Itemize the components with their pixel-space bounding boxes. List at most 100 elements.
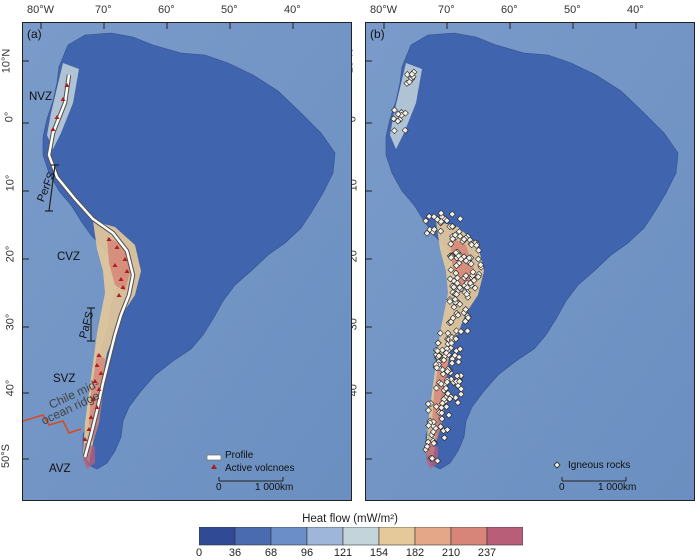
legend-volcano-label: Active volcnoes [225,463,295,474]
igneous-rock-marker [432,403,440,411]
igneous-rock-marker [444,390,452,398]
lat-tick-a-2: 10° [4,174,17,192]
south-america-landmass [42,32,336,470]
igneous-rock-marker [429,428,437,436]
igneous-rock-marker [434,339,442,347]
igneous-rock-marker [448,359,456,367]
igneous-rock-marker [434,347,441,355]
igneous-rock-marker [457,385,465,393]
graticule-ticks-a [23,23,294,460]
igneous-rock-marker [454,399,462,407]
igneous-rock-marker [448,222,456,230]
igneous-rock-marker [464,327,471,335]
volcano-marker [94,405,100,409]
igneous-rock-marker [425,212,433,220]
igneous-rock-marker [403,70,411,78]
igneous-rock-marker [430,225,438,233]
lat-tick-a-4: 30° [4,313,17,331]
volcano-marker [96,387,102,391]
volcano-marker [124,269,130,273]
igneous-rock-marker [444,368,451,375]
igneous-rock-marker [390,115,398,123]
igneous-rock-marker [469,268,477,276]
colorbar-swatch [414,527,452,546]
igneous-rock-marker [446,395,454,403]
igneous-rock-marker [425,422,433,429]
igneous-rock-marker [445,411,453,419]
igneous-rock-marker [457,328,465,336]
legend-profile-label: Profile [225,450,254,461]
colorbar-tick-label: 96 [300,547,314,559]
scale-value-b: 1 000km [598,482,637,493]
igneous-rock-marker [452,249,460,257]
igneous-rock-marker [456,377,463,385]
igneous-rock-marker [437,423,445,431]
igneous-rock-marker [408,70,416,78]
profile-line-fill [47,74,135,458]
igneous-rock-marker [452,335,460,343]
igneous-rock-marker [454,311,462,319]
igneous-rock-marker [453,290,461,298]
colorbar-swatch [342,527,380,546]
volcano-marker [98,371,104,375]
lon-tick-a-3: 50° [221,4,238,16]
igneous-rock-marker [461,317,469,325]
igneous-rock-marker [447,254,455,261]
lat-tick-a-6: 50°S [0,444,12,468]
igneous-rock-marker [447,240,455,248]
volcano-marker [60,97,66,101]
map-a-svg [23,23,351,500]
igneous-rock-marker [438,415,446,423]
lon-tick-b-0: 80°W [370,4,398,16]
igneous-rock-marker [438,404,445,412]
legend-rock-swatch [553,461,561,469]
igneous-rock-marker [394,110,402,118]
volcano-marker [86,427,92,431]
igneous-rock-marker [450,283,458,291]
colorbar-tick-label: 68 [264,547,278,559]
volcano-marker [116,293,122,297]
legend-volcano-swatch [211,464,217,469]
map-b-svg [366,23,694,500]
igneous-rock-marker [452,327,460,335]
igneous-rock-marker [447,318,455,326]
igneous-rock-marker [430,213,438,221]
igneous-rock-marker [442,384,450,392]
igneous-rock-marker [474,255,482,263]
igneous-rock-marker [448,339,455,347]
colorbar-swatch [270,527,308,546]
volcano-marker [50,127,56,131]
volcano-marker [54,115,60,119]
colorbar-swatch [306,527,344,546]
igneous-rock-marker [440,356,448,364]
igneous-rock-marker [451,231,459,239]
igneous-rock-marker [444,329,452,337]
lat-tick-a-0: 10°N [0,48,13,74]
lon-tick-b-2: 60° [501,4,518,16]
volcano-marker [90,397,96,401]
igneous-rock-marker [437,218,445,225]
igneous-rock-marker [471,284,479,292]
igneous-rock-marker [390,127,398,135]
igneous-rock-marker [456,215,464,223]
volcano-marker [106,237,112,241]
zone-cvz: CVZ [57,251,80,263]
igneous-rock-marker [437,209,445,217]
igneous-rock-marker [450,303,458,311]
igneous-rock-marker [454,274,461,282]
igneous-rock-marker [465,254,473,262]
fault-brackets [45,164,95,342]
igneous-rock-marker [401,109,409,117]
colorbar-swatch [199,527,236,546]
igneous-rock-marker [424,406,432,414]
igneous-rock-marker [455,358,462,366]
igneous-rock-samples [390,68,485,465]
igneous-rock-marker [468,241,476,249]
colorbar-tick-label: 121 [333,547,353,559]
lon-tick-a-0: 80°W [27,4,55,16]
colorbar-tick-label: 237 [477,547,497,559]
igneous-rock-marker [462,272,470,280]
igneous-rock-marker [422,217,430,225]
igneous-rock-marker [423,443,431,450]
lat-tick-a-1: 0° [3,111,16,123]
